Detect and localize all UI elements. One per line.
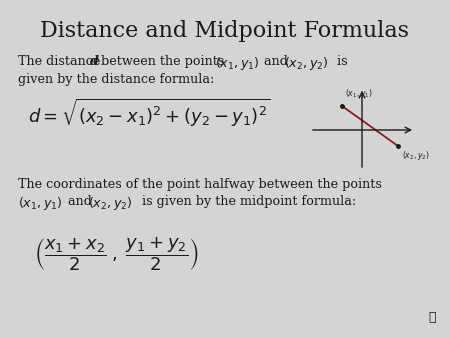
Text: is given by the midpoint formula:: is given by the midpoint formula: (134, 195, 356, 208)
Text: given by the distance formula:: given by the distance formula: (18, 73, 214, 86)
Text: $(x_2, y_2)$: $(x_2, y_2)$ (402, 149, 430, 162)
Text: d: d (90, 55, 99, 68)
Text: The distance: The distance (18, 55, 104, 68)
Text: $(x_1, y_1)$: $(x_1, y_1)$ (215, 55, 260, 72)
Text: $(x_1, y_1)$: $(x_1, y_1)$ (345, 87, 373, 100)
Text: $(x_2, y_2)$: $(x_2, y_2)$ (284, 55, 328, 72)
Text: $\left( \dfrac{x_1 + x_2}{2} \;,\; \dfrac{y_1 + y_2}{2} \right)$: $\left( \dfrac{x_1 + x_2}{2} \;,\; \dfra… (34, 235, 199, 273)
Text: $d = \sqrt{(x_2 - x_1)^2 + (y_2 - y_1)^2}$: $d = \sqrt{(x_2 - x_1)^2 + (y_2 - y_1)^2… (28, 97, 271, 129)
Text: $(x_2, y_2)$: $(x_2, y_2)$ (88, 195, 132, 212)
Text: Distance and Midpoint Formulas: Distance and Midpoint Formulas (40, 20, 410, 42)
Text: The coordinates of the point halfway between the points: The coordinates of the point halfway bet… (18, 178, 382, 191)
Text: is: is (329, 55, 347, 68)
Text: 🔊: 🔊 (428, 311, 436, 324)
Text: $(x_1, y_1)$: $(x_1, y_1)$ (18, 195, 63, 212)
Text: between the points: between the points (97, 55, 228, 68)
Text: and: and (260, 55, 292, 68)
Text: and: and (64, 195, 96, 208)
